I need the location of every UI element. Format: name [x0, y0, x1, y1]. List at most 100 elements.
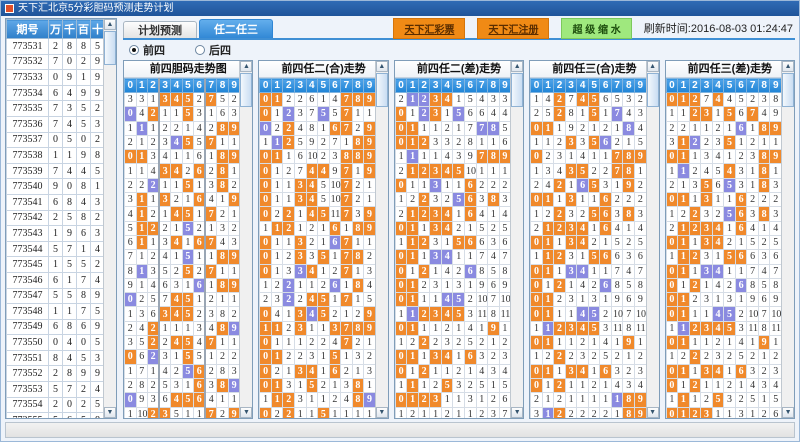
table-row[interactable]: 77354168439: [6, 193, 116, 211]
scroll-thumb[interactable]: [240, 73, 253, 107]
table-row[interactable]: 77354319636: [6, 225, 116, 242]
scroll-down-icon[interactable]: ▼: [646, 407, 659, 418]
tab-plan-forecast[interactable]: 计划预测: [123, 21, 197, 39]
trend-row[interactable]: 0 1 1 3 4 5 10 7 2 1: [259, 192, 376, 208]
chart-scrollbar[interactable]: ▲ ▼: [781, 61, 795, 418]
trend-row[interactable]: 1 1 2 3 4 5 3 11 8 11: [665, 320, 783, 337]
table-row[interactable]: 77355228990: [6, 365, 116, 383]
scroll-thumb[interactable]: [104, 31, 116, 65]
super-filter-button[interactable]: 超 级 缩 水: [561, 17, 632, 39]
scroll-thumb[interactable]: [375, 73, 388, 107]
table-row[interactable]: 77354661749: [6, 271, 116, 289]
scroll-up-icon[interactable]: ▲: [646, 61, 659, 72]
table-row[interactable]: 77354755893: [6, 287, 116, 305]
scroll-thumb[interactable]: [782, 73, 795, 107]
scroll-up-icon[interactable]: ▲: [782, 61, 795, 72]
scroll-thumb[interactable]: [511, 73, 524, 107]
trend-row[interactable]: 1 1 2 3 4 5 3 11 8 11: [394, 306, 512, 322]
radio-front-four[interactable]: 前四: [129, 42, 165, 58]
scroll-up-icon[interactable]: ▲: [104, 19, 116, 30]
table-row[interactable]: 77355184531: [6, 349, 116, 367]
table-row[interactable]: 77354225823: [6, 209, 116, 227]
chart-scrollbar[interactable]: ▲ ▼: [510, 61, 524, 418]
scroll-down-icon[interactable]: ▼: [511, 407, 524, 418]
table-row[interactable]: 77353674534: [6, 115, 116, 133]
trend-row[interactable]: 0 2 2 1 4 5 11 7 3 9: [259, 206, 376, 222]
table-row[interactable]: 77354090814: [6, 178, 116, 195]
trend-row[interactable]: 0 1 1 6 10 2 3 8 8 9: [259, 149, 376, 165]
period-table-scrollbar[interactable]: ▲ ▼: [103, 19, 116, 418]
scroll-down-icon[interactable]: ▼: [104, 407, 116, 418]
table-row[interactable]: 77355420251: [6, 396, 116, 414]
table-row[interactable]: 77353974455: [6, 162, 116, 180]
scroll-down-icon[interactable]: ▼: [375, 407, 388, 418]
table-row[interactable]: 77353464994: [6, 84, 116, 102]
chart-scrollbar[interactable]: ▲ ▼: [374, 61, 388, 418]
chart-scrollbar[interactable]: ▲ ▼: [645, 61, 659, 418]
radio-back-four[interactable]: 后四: [195, 42, 231, 58]
